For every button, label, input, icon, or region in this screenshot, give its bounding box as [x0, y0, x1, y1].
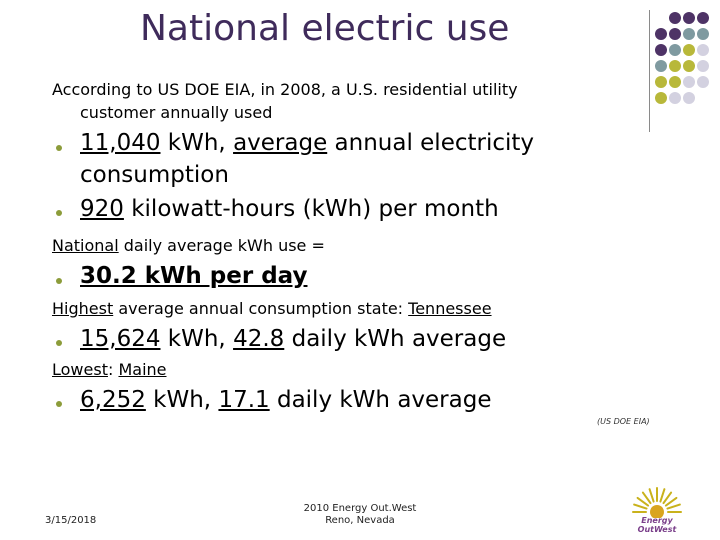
decorative-dot [669, 44, 681, 56]
decorative-dot [655, 92, 667, 104]
decorative-dot [655, 76, 667, 88]
logo-text: Energy OutWest [637, 516, 677, 534]
text: kWh, [160, 130, 234, 156]
decorative-dot [655, 28, 667, 40]
average-word: average [233, 130, 328, 156]
decorative-divider [649, 10, 650, 132]
energy-outwest-logo: Energy OutWest [626, 482, 688, 534]
decorative-dot [669, 28, 681, 40]
decorative-dot [683, 12, 695, 24]
highest-line: Highest average annual consumption state… [52, 299, 492, 318]
lowest-kwh-value: 6,252 [80, 387, 146, 413]
text: : [107, 360, 119, 379]
sun-icon [632, 487, 682, 519]
decorative-dot [697, 44, 709, 56]
sun-ray [666, 503, 681, 510]
text: daily kWh average [284, 326, 507, 352]
slide-title: National electric use [140, 8, 510, 49]
footer-org-line-1: 2010 Energy Out.West [303, 503, 417, 514]
text: kilowatt-hours (kWh) per month [123, 196, 499, 222]
sun-ray [648, 488, 655, 503]
decorative-dot [669, 76, 681, 88]
decorative-dot [683, 60, 695, 72]
bullet-dot [56, 340, 62, 346]
text: average annual consumption state: [113, 299, 409, 318]
sun-ray [662, 491, 673, 505]
monthly-kwh-value: 920 [80, 196, 124, 222]
sun-ray [636, 496, 650, 507]
bullet-dot [56, 278, 62, 284]
decorative-dot [669, 12, 681, 24]
bullet-dot [56, 401, 62, 407]
decorative-dot [683, 76, 695, 88]
decorative-dot [697, 60, 709, 72]
decorative-dot [697, 28, 709, 40]
bullet-lowest-usage: 6,252 kWh, 17.1 daily kWh average [80, 387, 491, 413]
national-word: National [52, 236, 119, 255]
decorative-dot [683, 28, 695, 40]
decorative-dot [655, 44, 667, 56]
source-citation: (US DOE EIA) [597, 417, 650, 426]
decorative-dot [655, 60, 667, 72]
national-line: National daily average kWh use = [52, 236, 325, 255]
lowest-word: Lowest [52, 360, 108, 379]
footer-org-line-2: Reno, Nevada [325, 515, 395, 526]
highest-kwh-value: 15,624 [80, 326, 161, 352]
text: kWh, [145, 387, 219, 413]
decorative-dot [683, 92, 695, 104]
footer-date: 3/15/2018 [45, 515, 97, 526]
decorative-dot [697, 76, 709, 88]
sun-ray [641, 491, 652, 505]
bullet-annual-usage: 11,040 kWh, average annual electricity [80, 130, 534, 156]
footer-organization: 2010 Energy Out.West Reno, Nevada [290, 503, 430, 527]
decorative-dot [669, 60, 681, 72]
bullet-monthly-usage: 920 kilowatt-hours (kWh) per month [80, 196, 499, 222]
lowest-state: Maine [118, 360, 167, 379]
highest-daily-value: 42.8 [233, 326, 285, 352]
sun-ray [659, 488, 666, 503]
bullet-highest-usage: 15,624 kWh, 42.8 daily kWh average [80, 326, 506, 352]
text: kWh, [160, 326, 234, 352]
text: annual electricity [327, 130, 535, 156]
decorative-dot [683, 44, 695, 56]
highest-word: Highest [52, 299, 114, 318]
intro-line-1: According to US DOE EIA, in 2008, a U.S.… [52, 80, 518, 99]
sun-ray [633, 503, 648, 510]
bullet-dot [56, 145, 62, 151]
decorative-dot [697, 12, 709, 24]
lowest-daily-value: 17.1 [218, 387, 270, 413]
daily-average-value: 30.2 kWh per day [80, 263, 308, 289]
bullet-dot [56, 210, 62, 216]
annual-kwh-value: 11,040 [80, 130, 161, 156]
text: daily kWh average [269, 387, 492, 413]
highest-state: Tennessee [408, 299, 492, 318]
decorative-dot [669, 92, 681, 104]
text: daily average kWh use = [118, 236, 325, 255]
intro-line-2: customer annually used [80, 103, 273, 122]
lowest-line: Lowest: Maine [52, 360, 167, 379]
bullet-annual-usage-line2: consumption [80, 162, 229, 188]
sun-ray [664, 496, 678, 507]
